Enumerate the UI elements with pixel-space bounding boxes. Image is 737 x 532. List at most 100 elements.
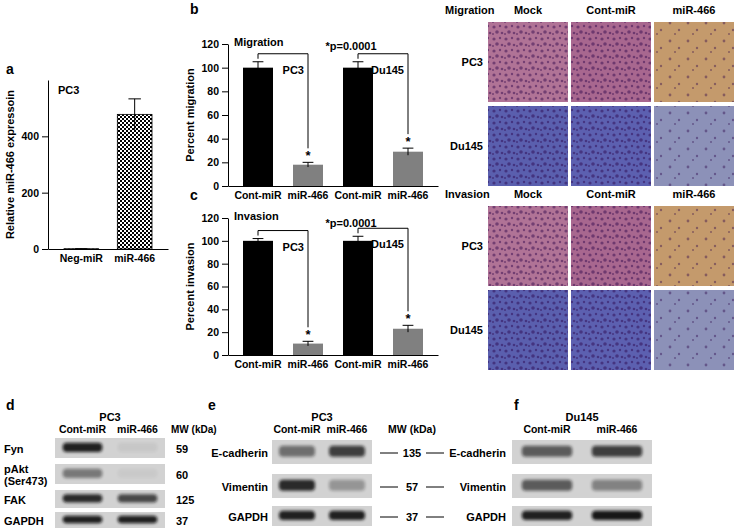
micrograph — [654, 106, 734, 186]
y-tick: 120 — [201, 212, 228, 224]
micrograph-title: Invasion — [445, 188, 490, 200]
error-bar — [353, 62, 364, 74]
y-tick-label: 120 — [201, 38, 219, 50]
y-tick: 400 — [21, 130, 48, 142]
chart-title: Invasion — [234, 210, 279, 222]
micrograph-title: Migration — [445, 4, 495, 16]
chart-title: Migration — [234, 36, 284, 48]
micrograph-texture — [488, 290, 568, 370]
error-bar — [353, 236, 364, 245]
error-bar — [253, 239, 264, 244]
y-tick: 80 — [207, 85, 228, 97]
error-bar — [253, 62, 264, 74]
mw-label: 59 — [176, 443, 188, 455]
y-tick-mark — [42, 136, 48, 137]
y-tick: 60 — [207, 280, 228, 292]
panel-label: a — [6, 61, 14, 77]
blot-title: PC3 — [99, 411, 120, 423]
micrograph — [654, 290, 734, 370]
western-blot: ePC3Cont-miRmiR-466MW (kDa)E-cadherin135… — [208, 397, 444, 526]
bars — [64, 99, 152, 249]
error-bar — [75, 248, 87, 249]
y-axis-line — [48, 81, 49, 250]
y-tick: 100 — [201, 235, 228, 247]
y-tick: 80 — [207, 258, 228, 270]
row-label: Vimentin — [222, 481, 269, 493]
panel-label: f — [514, 397, 519, 413]
lane-label: miR-466 — [327, 423, 368, 435]
micrograph-texture — [654, 22, 734, 102]
column-header: Mock — [514, 188, 543, 200]
micrograph — [488, 206, 568, 286]
mw-label: 57 — [406, 481, 418, 493]
micrograph-texture — [654, 206, 734, 286]
y-tick-mark — [222, 332, 228, 333]
blot-strip — [512, 474, 652, 498]
row-label: E-cadherin — [211, 447, 268, 459]
x-tick: miR-466 — [288, 358, 329, 370]
x-tick-label: miR-466 — [288, 189, 329, 201]
micrograph — [571, 290, 651, 370]
y-tick-mark — [222, 186, 228, 187]
y-axis-title: Percent migration — [184, 68, 196, 162]
y-tick-label: 20 — [207, 156, 219, 168]
bar — [243, 241, 273, 355]
panel-label: e — [208, 397, 216, 413]
mw-dash — [426, 487, 444, 488]
micrograph-texture — [488, 22, 568, 102]
mw-header: MW (kDa) — [171, 424, 217, 435]
y-tick-mark — [222, 139, 228, 140]
mw-label: 37 — [176, 515, 188, 527]
y-tick-label: 40 — [207, 303, 219, 315]
y-tick-mark — [222, 115, 228, 116]
error-bar — [403, 325, 414, 332]
band — [329, 511, 365, 520]
micrograph — [488, 106, 568, 186]
row-label: GAPDH — [466, 511, 506, 523]
bracket — [258, 231, 308, 328]
micrograph — [488, 290, 568, 370]
y-tick-mark — [42, 249, 48, 250]
row-label: pAkt — [4, 463, 29, 475]
y-tick-label: 60 — [207, 109, 219, 121]
y-tick-label: 0 — [213, 180, 219, 192]
y-tick: 0 — [33, 243, 48, 255]
error-bar — [403, 148, 414, 155]
y-tick-mark — [222, 218, 228, 219]
y-tick-label: 40 — [207, 133, 219, 145]
row-label: Du145 — [450, 324, 483, 336]
figure: 0200400Neg-miRmiR-466aRelative miR-466 e… — [0, 0, 737, 532]
x-tick: miR-466 — [114, 252, 155, 264]
x-tick-label: miR-466 — [288, 358, 329, 370]
panel-label: c — [190, 187, 198, 203]
micrograph — [571, 22, 651, 102]
x-axis: Neg-miRmiR-466 — [49, 250, 169, 265]
x-axis: Cont-miRmiR-466Cont-miRmiR-466 — [229, 356, 439, 371]
bar — [293, 165, 323, 186]
x-axis-line — [229, 186, 439, 187]
y-tick: 0 — [213, 180, 228, 192]
y-tick-mark — [222, 287, 228, 288]
micrograph — [654, 206, 734, 286]
y-tick-mark — [222, 309, 228, 310]
lane-label: Cont-miR — [523, 423, 571, 435]
bars — [243, 236, 423, 355]
y-tick-label: 60 — [207, 280, 219, 292]
error-cap — [128, 98, 140, 99]
panel-label: d — [6, 397, 15, 413]
lane-label: miR-466 — [117, 423, 158, 435]
y-tick-label: 0 — [213, 349, 219, 361]
x-tick-label: Cont-miR — [234, 358, 282, 370]
band — [279, 511, 315, 520]
x-tick-label: miR-466 — [388, 189, 429, 201]
bar-chart: 020406080100120Cont-miRmiR-466Cont-miRmi… — [184, 187, 439, 370]
mw-label: 60 — [176, 469, 188, 481]
row-label: E-cadherin — [449, 447, 506, 459]
y-tick: 20 — [207, 156, 228, 168]
micrograph-grid: InvasionMockCont-miRmiR-466PC3Du145 — [445, 188, 734, 370]
y-tick-label: 100 — [201, 62, 219, 74]
band — [592, 480, 642, 491]
significance-star: * — [405, 134, 411, 149]
y-tick-mark — [222, 355, 228, 356]
group-label: PC3 — [283, 241, 304, 253]
